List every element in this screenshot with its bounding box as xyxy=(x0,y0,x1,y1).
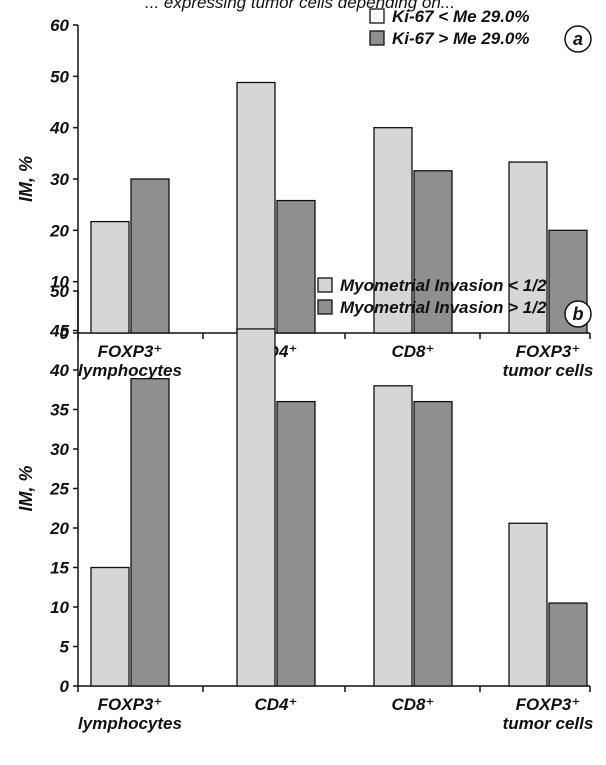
bar-series1-0 xyxy=(90,566,130,687)
category-label: CD8⁺ xyxy=(392,695,435,714)
y-tick-label: 5 xyxy=(60,638,70,657)
category-label: tumor cells xyxy=(503,361,594,380)
bar-series1-1 xyxy=(236,81,276,334)
bar-series2-0 xyxy=(130,178,170,334)
panel-letter: a xyxy=(573,29,583,49)
y-axis-title: IM, % xyxy=(16,156,36,202)
legend-swatch-1 xyxy=(369,8,385,24)
bar-series1-1 xyxy=(236,328,276,687)
y-tick-label: 20 xyxy=(49,519,69,538)
legend-label-1: Myometrial Invasion < 1/2 xyxy=(340,276,547,295)
category-label: CD4⁺ xyxy=(255,695,298,714)
y-tick-label: 20 xyxy=(49,221,69,240)
legend: Myometrial Invasion < 1/2 Myometrial Inva… xyxy=(317,276,547,317)
y-tick-label: 25 xyxy=(49,480,69,499)
y-tick-label: 10 xyxy=(50,273,69,292)
bar-series2-1 xyxy=(276,199,316,334)
bar-series1-2 xyxy=(373,127,413,334)
y-tick-label: 0 xyxy=(60,324,70,343)
y-tick-label: 60 xyxy=(50,16,69,35)
y-tick-label: 15 xyxy=(50,559,69,578)
bar-series2-3 xyxy=(548,602,588,687)
y-tick-label: 45 xyxy=(49,322,69,341)
legend-swatch-1 xyxy=(317,277,333,293)
y-tick-label: 40 xyxy=(49,119,69,138)
y-axis-title: IM, % xyxy=(16,465,36,511)
panel-letter-circle xyxy=(564,25,592,53)
category-label: lymphocytes xyxy=(78,714,182,733)
bar-series1-0 xyxy=(90,220,130,334)
legend-label-2: Ki-67 > Me 29.0% xyxy=(392,29,530,48)
legend-swatch-2 xyxy=(317,299,333,315)
bar-series1-3 xyxy=(508,161,548,334)
category-label: lymphocytes xyxy=(78,361,182,380)
y-tick-label: 40 xyxy=(49,361,69,380)
y-tick-label: 10 xyxy=(50,598,69,617)
y-tick-label: 0 xyxy=(60,677,70,696)
y-tick-label: 30 xyxy=(50,170,69,189)
category-label: FOXP3⁺ xyxy=(516,342,581,361)
bar-series2-0 xyxy=(130,378,170,687)
bar-series1-3 xyxy=(508,522,548,687)
category-label: tumor cells xyxy=(503,714,594,733)
y-tick-label: 50 xyxy=(50,282,69,301)
y-tick-label: 50 xyxy=(50,67,69,86)
panel-letter: b xyxy=(573,304,584,324)
category-label: FOXP3⁺ xyxy=(516,695,581,714)
panel-letter-circle xyxy=(564,300,592,328)
legend-label-1: Ki-67 < Me 29.0% xyxy=(392,7,530,26)
category-label: FOXP3⁺ xyxy=(98,342,163,361)
bar-series2-2 xyxy=(413,400,453,687)
legend-swatch-2 xyxy=(369,30,385,46)
legend-label-2: Myometrial Invasion > 1/2 xyxy=(340,298,547,317)
y-tick-label: 35 xyxy=(50,401,69,420)
bar-series2-1 xyxy=(276,400,316,687)
legend: Ki-67 < Me 29.0% Ki-67 > Me 29.0% xyxy=(369,7,530,48)
category-label: FOXP3⁺ xyxy=(98,695,163,714)
bar-series1-2 xyxy=(373,385,413,687)
bar-series2-2 xyxy=(413,170,453,334)
y-tick-label: 30 xyxy=(50,440,69,459)
category-label: CD8⁺ xyxy=(392,342,435,361)
